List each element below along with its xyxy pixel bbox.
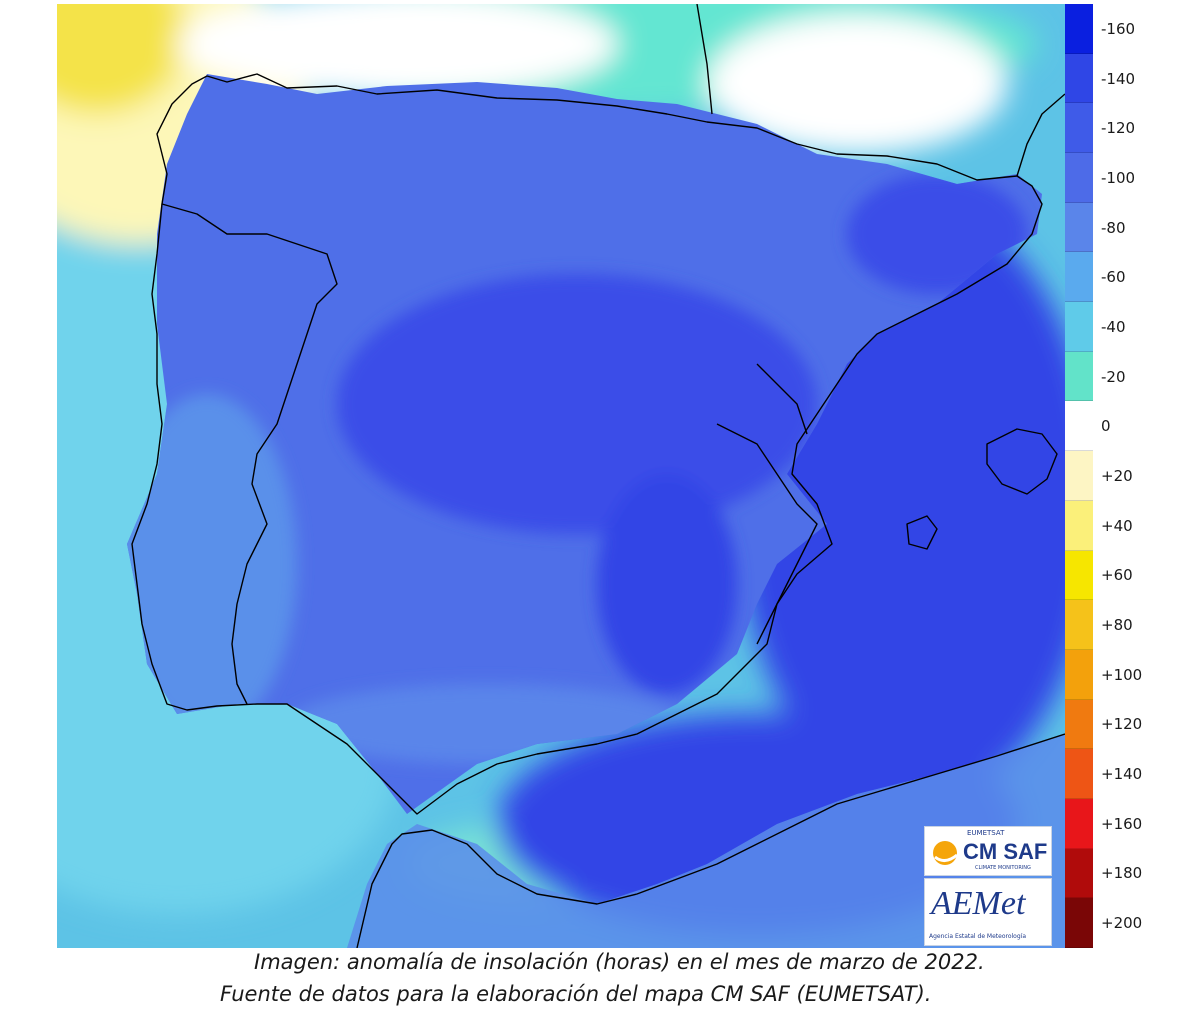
- legend-item: +40: [1065, 500, 1193, 551]
- legend-swatch: [1065, 4, 1093, 54]
- legend-item: -120: [1065, 103, 1193, 154]
- legend-label: -80: [1101, 218, 1126, 237]
- legend-label: 0: [1101, 417, 1111, 436]
- legend-item: -20: [1065, 351, 1193, 402]
- legend-swatch: [1065, 699, 1093, 750]
- legend-item: -100: [1065, 153, 1193, 203]
- legend-swatch: [1065, 53, 1093, 104]
- legend-swatch: [1065, 302, 1093, 352]
- map-canvas: [57, 4, 1065, 948]
- legend-label: +160: [1101, 814, 1143, 833]
- mallorca-coastline: [986, 428, 1058, 495]
- zone-land-light-west: [127, 394, 297, 734]
- legend-label: +200: [1101, 914, 1143, 933]
- legend-swatch: [1065, 500, 1093, 551]
- legend-swatch: [1065, 401, 1093, 452]
- legend-item: +200: [1065, 898, 1193, 948]
- zone-central-deep: [337, 274, 817, 534]
- legend-swatch: [1065, 898, 1093, 948]
- legend-label: -120: [1101, 119, 1136, 138]
- legend-swatch: [1065, 600, 1093, 650]
- coastlines: [131, 4, 1065, 948]
- zone-cantabric-white-east: [707, 14, 1007, 154]
- cmsaf-logo: EUMETSAT CM SAF CLIMATE MONITORING: [924, 826, 1052, 876]
- region-border-east: [716, 423, 818, 645]
- legend-label: -140: [1101, 69, 1136, 88]
- zone-north-yellow: [57, 4, 187, 114]
- legend-swatch: [1065, 103, 1093, 154]
- legend-swatch: [1065, 848, 1093, 899]
- legend-swatch: [1065, 798, 1093, 849]
- legend-swatch: [1065, 649, 1093, 700]
- legend-item: +180: [1065, 848, 1193, 899]
- legend-item: +100: [1065, 649, 1193, 700]
- legend-label: -40: [1101, 317, 1126, 336]
- legend-label: +180: [1101, 864, 1143, 883]
- legend-swatch: [1065, 749, 1093, 799]
- legend-item: -80: [1065, 202, 1193, 253]
- legend-item: -60: [1065, 252, 1193, 303]
- sun-icon: [933, 841, 958, 865]
- legend-item: +60: [1065, 550, 1193, 601]
- legend-item: +120: [1065, 699, 1193, 750]
- africa-coastline: [356, 733, 1065, 948]
- legend-label: -20: [1101, 367, 1126, 386]
- legend-item: -40: [1065, 302, 1193, 352]
- ibiza-coastline: [906, 515, 938, 550]
- legend-item: +140: [1065, 749, 1193, 799]
- aemet-label: AEMet: [931, 885, 1026, 922]
- eumetsat-label: EUMETSAT: [967, 829, 1005, 837]
- zone-la-mancha-deepest: [597, 474, 737, 694]
- iberia-coastline: [131, 73, 1043, 815]
- caption-line-2: Fuente de datos para la elaboración del …: [220, 982, 932, 1006]
- legend-label: +40: [1101, 516, 1133, 535]
- region-border-east-2: [756, 363, 808, 435]
- caption-line-1: Imagen: anomalía de insolación (horas) e…: [254, 950, 985, 974]
- legend-item: -160: [1065, 4, 1193, 54]
- legend-swatch: [1065, 202, 1093, 253]
- cmsaf-sub: CLIMATE MONITORING: [975, 865, 1031, 871]
- legend-swatch: [1065, 550, 1093, 601]
- color-legend: -160 -140 -120 -100 -80 -60 -40 -20 0 +20 +40 +60 +8…: [1065, 4, 1193, 948]
- aemet-sub: Agencia Estatal de Meteorología: [929, 933, 1026, 940]
- legend-label: -100: [1101, 168, 1136, 187]
- zone-cantabric-white: [177, 4, 617, 99]
- pyrenees-border: [696, 4, 713, 115]
- cmsaf-label: CM SAF: [963, 839, 1048, 864]
- legend-label: +140: [1101, 765, 1143, 784]
- legend-swatch: [1065, 153, 1093, 203]
- legend-item: 0: [1065, 401, 1193, 452]
- portugal-border: [161, 203, 338, 705]
- legend-swatch: [1065, 351, 1093, 402]
- logos: EUMETSAT CM SAF CLIMATE MONITORING AEMet…: [924, 826, 1052, 946]
- africa-landmass: [347, 734, 1065, 948]
- legend-label: +60: [1101, 566, 1133, 585]
- legend-label: +100: [1101, 665, 1143, 684]
- legend-item: +160: [1065, 798, 1193, 849]
- legend-item: +20: [1065, 451, 1193, 501]
- anomaly-map: [57, 4, 1065, 948]
- legend-label: +20: [1101, 466, 1133, 485]
- legend-item: +80: [1065, 600, 1193, 650]
- legend-swatch: [1065, 451, 1093, 501]
- legend-swatch: [1065, 252, 1093, 303]
- legend-label: -160: [1101, 19, 1136, 38]
- zone-northeast-deep: [847, 174, 1027, 294]
- legend-label: +120: [1101, 715, 1143, 734]
- france-coastline: [1016, 93, 1065, 177]
- legend-label: -60: [1101, 268, 1126, 287]
- legend-label: +80: [1101, 616, 1133, 635]
- aemet-logo: AEMet Agencia Estatal de Meteorología: [924, 878, 1052, 946]
- legend-item: -140: [1065, 53, 1193, 104]
